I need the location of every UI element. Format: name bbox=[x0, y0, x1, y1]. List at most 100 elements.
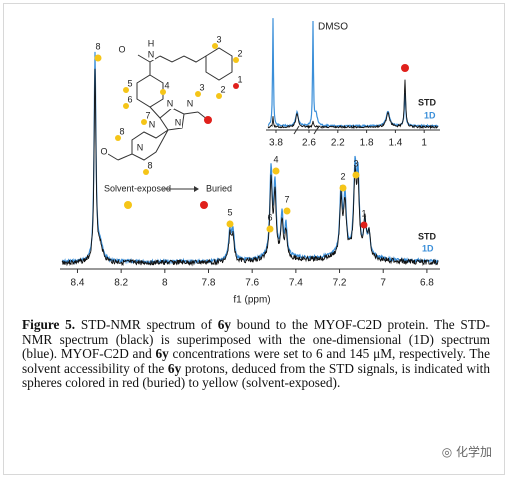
buried-label: Buried bbox=[206, 183, 232, 193]
buried-dot bbox=[401, 64, 409, 72]
x-axis-label: f1 (ppm) bbox=[233, 295, 270, 306]
peak-label: 2 bbox=[340, 171, 345, 181]
watermark-text: 化学加 bbox=[455, 445, 492, 459]
atom-number: 2 bbox=[237, 48, 242, 58]
atom-bg bbox=[166, 99, 174, 109]
atom: N bbox=[175, 117, 182, 127]
x-tick-label: 7 bbox=[380, 278, 386, 289]
caption-text: concentrations were set to 6 and 145 μM,… bbox=[22, 346, 490, 376]
compound: 6y bbox=[167, 360, 182, 376]
peak-label: 5 bbox=[227, 207, 232, 217]
inset-tick-label: 1.4 bbox=[388, 138, 402, 149]
arrow-head bbox=[194, 186, 199, 192]
legend-std: STD bbox=[418, 97, 437, 107]
atom: O bbox=[118, 44, 125, 54]
x-tick-label: 8.2 bbox=[114, 278, 128, 289]
x-tick-label: 7.4 bbox=[289, 278, 303, 289]
inset-tick-label: 2.6 bbox=[302, 138, 316, 149]
caption-text: STD-NMR spectrum of bbox=[75, 317, 218, 332]
atom-number: 3 bbox=[199, 82, 204, 92]
sphere bbox=[226, 220, 234, 228]
atom-number: 6 bbox=[127, 94, 132, 104]
sphere bbox=[212, 43, 218, 49]
atom-bg bbox=[174, 118, 182, 128]
x-tick-label: 6.8 bbox=[420, 278, 434, 289]
sphere bbox=[94, 54, 102, 62]
x-tick-label: 7.8 bbox=[202, 278, 216, 289]
x-tick-label: 8 bbox=[162, 278, 168, 289]
sphere bbox=[123, 87, 129, 93]
sphere bbox=[360, 221, 368, 229]
inset-1d bbox=[267, 18, 439, 129]
peak-label: 4 bbox=[273, 154, 278, 164]
caption-text: protons, deduced from the STD signals, i… bbox=[22, 360, 490, 391]
peak-label: 8 bbox=[95, 41, 100, 51]
sphere bbox=[143, 169, 149, 175]
caption-text: bound to the MYOF-C2D protein. The STD-N… bbox=[22, 317, 490, 362]
sphere bbox=[339, 184, 347, 192]
sphere bbox=[200, 201, 208, 209]
atom: N bbox=[167, 98, 174, 108]
atom-bg bbox=[186, 99, 194, 109]
atom: N bbox=[187, 98, 194, 108]
inset-tick-label: 1 bbox=[421, 138, 427, 149]
legend-std: STD bbox=[418, 231, 437, 241]
sphere bbox=[124, 201, 132, 209]
inset-tick-label: 2.2 bbox=[331, 138, 345, 149]
sphere bbox=[233, 57, 239, 63]
sphere bbox=[352, 171, 360, 179]
atom: H bbox=[148, 38, 155, 48]
sphere bbox=[195, 91, 201, 97]
caption-label: Figure 5. bbox=[22, 317, 76, 332]
annotation: DMSO bbox=[318, 22, 348, 33]
sphere bbox=[123, 103, 129, 109]
sphere bbox=[266, 225, 274, 233]
sphere bbox=[283, 207, 291, 215]
atom: N bbox=[149, 119, 156, 129]
atom-number: 4 bbox=[164, 80, 169, 90]
x-tick-label: 7.6 bbox=[245, 278, 259, 289]
spectrum-std bbox=[61, 68, 439, 267]
sphere bbox=[141, 119, 147, 125]
sphere bbox=[115, 135, 121, 141]
sphere bbox=[272, 167, 280, 175]
caption: Figure 5. STD-NMR spectrum of 6y bound t… bbox=[22, 317, 490, 391]
axis-break bbox=[313, 125, 320, 135]
atom-bg bbox=[100, 147, 108, 157]
exposed-label: Solvent-exposed bbox=[104, 183, 171, 193]
sphere bbox=[160, 89, 166, 95]
compound: 6y bbox=[217, 317, 232, 332]
inset-tick-label: 3.8 bbox=[269, 138, 283, 149]
atom-number: 5 bbox=[127, 78, 132, 88]
legend-1d: 1D bbox=[422, 243, 434, 253]
sphere bbox=[216, 93, 222, 99]
peak-label: 7 bbox=[284, 194, 289, 204]
inset-std bbox=[267, 79, 439, 130]
peak-label: 3 bbox=[353, 158, 358, 168]
atom-bg bbox=[136, 143, 144, 153]
atom-number: 8 bbox=[119, 126, 124, 136]
x-tick-label: 8.4 bbox=[71, 278, 85, 289]
compound: 6y bbox=[155, 346, 169, 362]
atom: O bbox=[100, 146, 107, 156]
axis-break bbox=[293, 125, 300, 135]
peak-label: 1 bbox=[361, 208, 366, 218]
atom-bg bbox=[118, 45, 126, 55]
atom: N bbox=[137, 142, 144, 152]
legend-1d: 1D bbox=[424, 110, 436, 120]
atom-number: 3 bbox=[216, 34, 221, 44]
peak-label: 6 bbox=[267, 212, 272, 222]
spectrum-1d bbox=[61, 51, 439, 266]
x-tick-label: 7.2 bbox=[333, 278, 347, 289]
atom: N bbox=[148, 49, 155, 59]
atom-bg bbox=[147, 50, 155, 60]
atom-number: 2 bbox=[220, 84, 225, 94]
atom-number: 1 bbox=[237, 74, 242, 84]
atom-bg bbox=[147, 39, 155, 49]
atom-number: 7 bbox=[145, 110, 150, 120]
frame bbox=[3, 3, 505, 475]
atom-number: 8 bbox=[147, 160, 152, 170]
